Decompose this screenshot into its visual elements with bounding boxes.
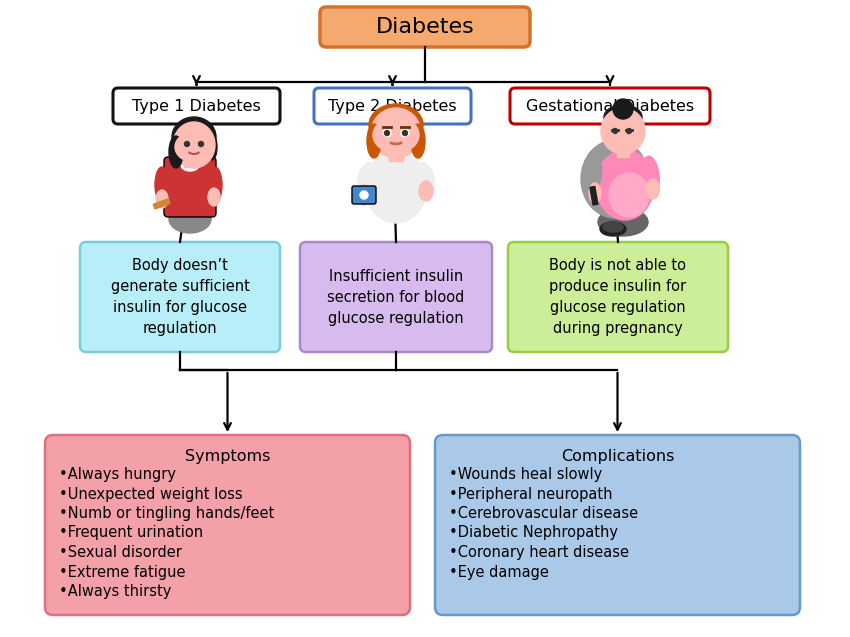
Text: •Numb or tingling hands/feet: •Numb or tingling hands/feet [59,506,275,521]
Ellipse shape [208,188,220,206]
Ellipse shape [405,136,415,142]
Bar [617,143,629,157]
FancyBboxPatch shape [508,242,728,352]
Circle shape [384,131,389,136]
Text: Insufficient insulin
secretion for blood
glucose regulation: Insufficient insulin secretion for blood… [327,269,465,326]
Circle shape [184,141,190,147]
Circle shape [199,141,203,147]
FancyBboxPatch shape [164,157,216,217]
Ellipse shape [609,173,649,217]
FancyBboxPatch shape [435,435,800,615]
FancyBboxPatch shape [314,88,471,124]
Text: Type 2 Diabetes: Type 2 Diabetes [328,99,456,113]
Ellipse shape [369,104,423,146]
FancyBboxPatch shape [45,435,410,615]
Circle shape [401,129,409,137]
Text: •Wounds heal slowly: •Wounds heal slowly [449,467,603,482]
FancyBboxPatch shape [80,242,280,352]
Circle shape [613,129,617,134]
Ellipse shape [601,108,645,154]
Ellipse shape [643,156,660,194]
Text: •Coronary heart disease: •Coronary heart disease [449,545,629,560]
Ellipse shape [371,108,421,158]
Ellipse shape [585,157,602,197]
Ellipse shape [373,117,419,153]
Ellipse shape [647,179,660,199]
Text: •Peripheral neuropath: •Peripheral neuropath [449,487,613,501]
Ellipse shape [417,162,435,196]
Ellipse shape [589,183,601,203]
Bar [590,187,598,205]
Ellipse shape [411,124,425,158]
Ellipse shape [172,117,216,157]
Text: •Frequent urination: •Frequent urination [59,526,203,541]
Ellipse shape [367,124,381,158]
Text: Body doesn’t
generate sufficient
insulin for glucose
regulation: Body doesn’t generate sufficient insulin… [110,258,249,336]
Ellipse shape [208,167,222,203]
Ellipse shape [607,134,615,138]
Circle shape [403,131,407,136]
Text: Body is not able to
produce insulin for
glucose regulation
during pregnancy: Body is not able to produce insulin for … [549,258,687,336]
Ellipse shape [377,136,387,142]
Text: •Eye damage: •Eye damage [449,564,549,580]
Ellipse shape [207,134,217,160]
Ellipse shape [357,185,371,205]
Bar [153,199,170,209]
Text: Type 1 Diabetes: Type 1 Diabetes [132,99,261,113]
Bar [184,153,196,167]
Ellipse shape [365,151,427,223]
Ellipse shape [604,105,642,129]
FancyBboxPatch shape [300,242,492,352]
Ellipse shape [357,162,375,196]
FancyBboxPatch shape [113,88,280,124]
Text: •Always hungry: •Always hungry [59,467,176,482]
FancyBboxPatch shape [320,7,530,47]
Ellipse shape [419,181,433,201]
Bar [389,145,403,161]
Text: •Diabetic Nephropathy: •Diabetic Nephropathy [449,526,618,541]
Ellipse shape [179,148,189,152]
Ellipse shape [181,159,199,171]
Ellipse shape [169,136,183,168]
Text: Diabetes: Diabetes [376,17,474,37]
Text: •Cerebrovascular disease: •Cerebrovascular disease [449,506,638,521]
FancyBboxPatch shape [510,88,710,124]
FancyBboxPatch shape [352,186,376,204]
Ellipse shape [175,132,213,162]
Ellipse shape [603,222,623,232]
Circle shape [383,129,391,137]
Ellipse shape [598,208,648,236]
Ellipse shape [155,167,169,203]
Circle shape [613,99,633,119]
Text: •Unexpected weight loss: •Unexpected weight loss [59,487,242,501]
Text: •Always thirsty: •Always thirsty [59,584,172,599]
Ellipse shape [600,222,626,236]
Text: Complications: Complications [561,449,674,464]
Text: •Sexual disorder: •Sexual disorder [59,545,182,560]
Ellipse shape [200,148,208,152]
Text: •Extreme fatigue: •Extreme fatigue [59,564,185,580]
Ellipse shape [169,205,211,233]
Circle shape [626,129,632,134]
Ellipse shape [605,116,641,144]
Circle shape [360,191,368,199]
Text: Symptoms: Symptoms [184,449,270,464]
Ellipse shape [596,150,654,220]
Ellipse shape [581,140,649,218]
Text: Gestational Diabetes: Gestational Diabetes [526,99,694,113]
Ellipse shape [173,122,215,168]
Ellipse shape [156,190,168,208]
